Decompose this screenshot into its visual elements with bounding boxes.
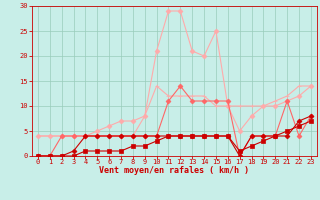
X-axis label: Vent moyen/en rafales ( km/h ): Vent moyen/en rafales ( km/h ) (100, 166, 249, 175)
